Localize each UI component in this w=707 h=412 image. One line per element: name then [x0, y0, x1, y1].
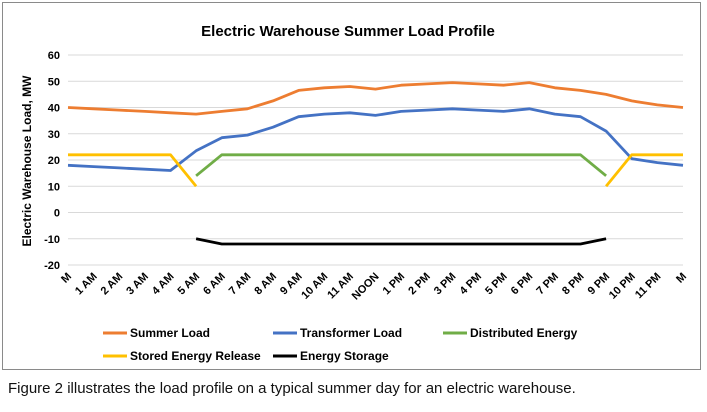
x-tick-label: 4 PM: [457, 271, 484, 298]
x-tick-label: 6 PM: [509, 271, 536, 298]
x-tick-label: M: [674, 271, 689, 286]
series-lines: [67, 81, 684, 246]
y-tick-label: 10: [48, 181, 60, 193]
series-line-stored-energy-release: [68, 153, 198, 188]
x-tick-label: 4 AM: [150, 271, 177, 298]
y-tick-label: -20: [44, 260, 60, 272]
y-tick-label: 60: [48, 50, 60, 62]
gridlines: [68, 54, 683, 266]
x-tick-label: 8 AM: [252, 271, 279, 298]
x-tick-label: 5 AM: [175, 271, 202, 298]
legend-label: Energy Storage: [300, 349, 389, 363]
x-tick-label: 1 AM: [73, 271, 100, 298]
y-tick-label: -10: [44, 234, 60, 246]
x-tick-label: 7 PM: [534, 271, 561, 298]
y-axis-ticks: -20 -10 0 10 20 30 40 50 60: [44, 50, 60, 272]
legend-label: Stored Energy Release: [130, 349, 261, 363]
x-tick-label: NOON: [350, 271, 382, 303]
x-tick-label: 3 PM: [432, 271, 459, 298]
series-line-summer-load: [67, 81, 684, 116]
x-tick-label: 6 AM: [201, 271, 228, 298]
x-tick-label: 2 AM: [99, 271, 126, 298]
x-tick-label: 10 AM: [299, 271, 330, 302]
series-line-transformer-load: [67, 107, 684, 172]
legend: Summer Load Transformer Load Distributed E…: [103, 326, 578, 363]
y-axis-label: Electric Warehouse Load, MW: [20, 75, 34, 247]
x-tick-label: 3 AM: [124, 271, 151, 298]
y-tick-label: 30: [48, 129, 60, 141]
x-tick-label: M: [59, 271, 74, 286]
x-axis-ticks: M1 AM2 AM3 AM4 AM5 AM6 AM7 AM8 AM9 AM10 …: [59, 271, 689, 303]
chart-title: Electric Warehouse Summer Load Profile: [201, 23, 495, 40]
y-tick-label: 20: [48, 155, 60, 167]
legend-label: Distributed Energy: [470, 326, 578, 340]
x-tick-label: 2 PM: [406, 271, 433, 298]
series-line-distributed-energy: [195, 153, 607, 177]
chart-frame: Electric Warehouse Summer Load Profile E…: [2, 2, 701, 370]
x-tick-label: 5 PM: [483, 271, 510, 298]
figure-caption: Figure 2 illustrates the load profile on…: [8, 380, 576, 397]
y-tick-label: 0: [54, 208, 60, 220]
legend-label: Transformer Load: [300, 326, 402, 340]
x-tick-label: 8 PM: [560, 271, 587, 298]
x-tick-label: 7 AM: [227, 271, 254, 298]
line-chart: Electric Warehouse Summer Load Profile E…: [20, 23, 689, 363]
series-line-stored-energy-release: [605, 153, 683, 188]
y-tick-label: 50: [48, 76, 60, 88]
x-tick-label: 1 PM: [381, 271, 408, 298]
x-tick-label: 11 PM: [633, 271, 664, 302]
x-tick-label: 10 PM: [607, 271, 638, 302]
y-tick-label: 40: [48, 103, 60, 115]
legend-label: Summer Load: [130, 326, 210, 340]
series-line-energy-storage: [195, 237, 607, 246]
